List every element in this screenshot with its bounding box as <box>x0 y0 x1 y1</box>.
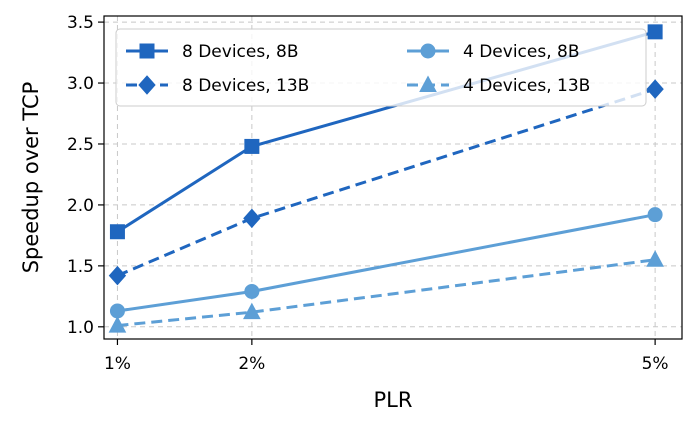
legend-marker <box>420 43 436 59</box>
y-tick-label: 2.5 <box>67 135 94 155</box>
series-triangle <box>108 250 664 333</box>
x-tick-label: 2% <box>238 354 265 374</box>
series-circle <box>109 207 663 319</box>
series-line <box>117 258 656 328</box>
legend-label: 8 Devices, 8B <box>182 42 299 62</box>
legend-marker <box>139 43 155 59</box>
data-point <box>647 24 663 40</box>
series-line <box>116 87 656 277</box>
legend-marker <box>138 75 156 95</box>
legend-entry: 8 Devices, 8B <box>126 42 299 62</box>
y-tick-label: 3.5 <box>67 13 94 33</box>
axis-ticks: 1.0 1.5 2.0 2.5 3.0 3.5 1% 2% 5% <box>67 13 669 374</box>
data-point <box>109 224 125 240</box>
y-tick-label: 1.5 <box>67 257 94 277</box>
data-point <box>109 303 125 319</box>
x-tick-label: 1% <box>104 354 131 374</box>
data-point <box>243 208 261 229</box>
data-point <box>646 250 664 267</box>
data-point <box>108 265 127 286</box>
y-axis-label: Speedup over TCP <box>19 82 43 274</box>
x-axis-label: PLR <box>374 388 413 412</box>
data-point <box>243 302 261 320</box>
legend: 8 Devices, 8B 8 Devices, 13B 4 Devices, 8B… <box>115 28 647 107</box>
series-diamond <box>108 79 664 286</box>
series-layer <box>108 24 664 333</box>
y-tick-label: 2.0 <box>67 196 94 216</box>
plot-frame <box>103 15 683 340</box>
legend-box <box>115 28 647 107</box>
y-tick-label: 1.0 <box>67 318 94 338</box>
data-point <box>244 138 260 154</box>
data-point <box>647 207 663 223</box>
legend-entry: 4 Devices, 13B <box>407 75 590 96</box>
data-point <box>244 283 260 299</box>
legend-marker <box>419 75 437 92</box>
data-point <box>646 79 664 99</box>
series-line <box>117 213 656 313</box>
legend-entry: 4 Devices, 8B <box>407 42 580 62</box>
x-tick-label: 5% <box>642 354 669 374</box>
legend-label: 8 Devices, 13B <box>182 76 309 96</box>
data-point <box>108 316 127 333</box>
legend-entry: 8 Devices, 13B <box>126 75 309 96</box>
legend-label: 4 Devices, 13B <box>463 76 590 96</box>
y-tick-label: 3.0 <box>67 74 94 94</box>
legend-label: 4 Devices, 8B <box>463 42 580 62</box>
